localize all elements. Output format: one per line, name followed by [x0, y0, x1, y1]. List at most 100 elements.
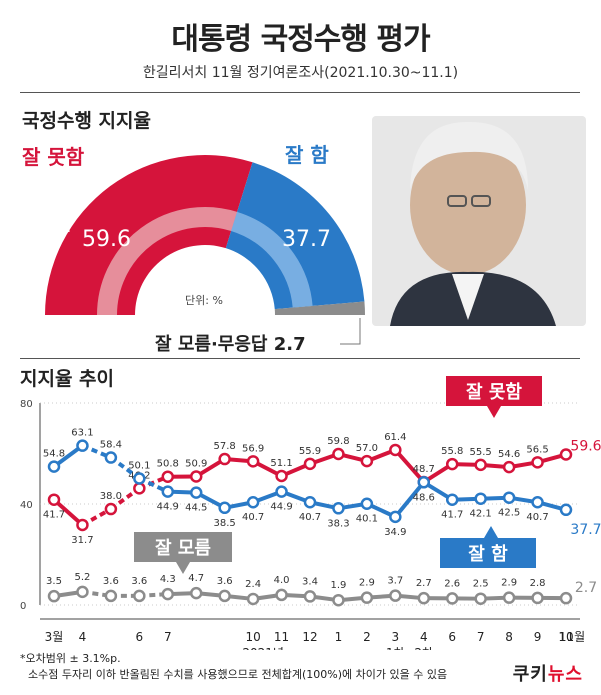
- series-approve-point: [303, 495, 317, 509]
- series-approve-point: [332, 502, 345, 515]
- divider: [20, 358, 580, 359]
- y-tick-label: 40: [20, 500, 33, 511]
- x-sub-label: 2021년: [242, 646, 284, 650]
- series-disapprove-value-label: 55.8: [441, 446, 463, 457]
- series-disapprove-value-label: 57.0: [356, 443, 378, 454]
- series-unknown-point: [360, 591, 374, 604]
- series-unknown-value-label: 2.5: [473, 579, 489, 590]
- series-unknown-value-label: 3.6: [103, 576, 119, 587]
- disapprove-label: 잘 못함: [22, 145, 85, 169]
- trend-line-chart: 040803월467101112123467891011월2021년1차2차41…: [20, 376, 601, 650]
- series-approve-point: [218, 501, 231, 515]
- series-approve-point: [275, 485, 288, 498]
- x-tick-label: 4: [420, 630, 428, 644]
- series-unknown-point: [303, 590, 317, 603]
- series-disapprove-point: [559, 448, 573, 461]
- series-unknown-point: [502, 591, 516, 604]
- series-approve-point: [161, 485, 175, 498]
- series-approve-value-label: 44.9: [270, 502, 292, 513]
- series-unknown-value-label: 3.6: [217, 576, 233, 587]
- series-disapprove-point: [218, 452, 231, 466]
- series-unknown-value-label: 2.7: [416, 578, 432, 589]
- series-disapprove-value-label: 55.5: [470, 447, 492, 458]
- series-approve-value-label: 34.9: [384, 527, 406, 538]
- y-tick-label: 0: [20, 601, 26, 612]
- series-unknown-value-label: 2.7: [575, 580, 597, 596]
- series-unknown-point: [133, 589, 146, 603]
- series-disapprove-value-label: 54.6: [498, 449, 520, 460]
- footnote-margin-of-error: *오차범위 ± 3.1%p.: [20, 652, 121, 665]
- series-unknown-point: [47, 589, 61, 603]
- series-approve-value-label: 58.4: [100, 440, 122, 451]
- series-approve-value-label: 41.7: [441, 510, 463, 521]
- series-disapprove-point: [531, 456, 544, 469]
- disapprove-value: 59.6: [82, 227, 131, 252]
- x-tick-label: 1: [335, 630, 343, 644]
- series-unknown-point: [76, 585, 89, 599]
- series-unknown-point: [218, 589, 231, 603]
- series-disapprove-point: [76, 518, 89, 532]
- x-tick-label: 11: [274, 630, 289, 644]
- x-tick-label: 10: [558, 630, 573, 644]
- gauge-inner-band: [97, 207, 238, 316]
- series-disapprove-value-label: 48.7: [413, 464, 435, 475]
- series-unknown-point: [275, 588, 288, 602]
- svg-text:잘 함: 잘 함: [468, 543, 508, 565]
- brand-logo: 쿠키뉴스: [512, 664, 583, 685]
- series-approve-point: [559, 503, 573, 517]
- series-disapprove-point: [246, 455, 260, 468]
- footnote-rounding: 소수점 두자리 이하 반올림된 수치를 사용했으므로 전체합계(100%)에 차…: [28, 668, 448, 681]
- series-disapprove-value-label: 50.8: [157, 459, 179, 470]
- series-unknown-value-label: 3.6: [131, 576, 147, 587]
- gauge-slice-approve: [225, 162, 365, 310]
- series-approve-point: [133, 472, 146, 485]
- x-tick-label: 12: [302, 630, 317, 644]
- gauge-slice-unknown: [274, 301, 365, 315]
- gauge-inner-band: [230, 211, 313, 308]
- x-tick-label: 3월: [45, 630, 64, 644]
- series-approve-point: [531, 495, 544, 509]
- series-disapprove-value-label: 50.9: [185, 458, 207, 469]
- series-disapprove-value-label: 41.7: [43, 510, 65, 521]
- series-disapprove-segment: [393, 448, 426, 484]
- series-disapprove-point: [161, 470, 175, 483]
- series-disapprove-point: [474, 458, 487, 472]
- series-disapprove-point: [47, 493, 61, 506]
- series-approve-value-label: 42.5: [498, 508, 520, 519]
- series-unknown-value-label: 3.5: [46, 576, 62, 587]
- series-unknown-point: [246, 592, 260, 606]
- series-disapprove-value-label: 55.9: [299, 446, 321, 457]
- unknown-label: 잘 모름·무응답 2.7: [155, 334, 306, 355]
- series-approve-point: [47, 460, 61, 473]
- x-tick-label: 6: [136, 630, 144, 644]
- series-approve-point: [502, 491, 516, 504]
- series-approve-point: [189, 486, 203, 499]
- series-approve-value-label: 42.1: [470, 509, 492, 520]
- x-sub-label: 2차: [414, 646, 433, 650]
- series-unknown-point: [161, 587, 175, 601]
- approval-gauge-chart: 잘 못함 잘 함 59.6 37.7 단위: % 잘 모름·무응답 2.7: [22, 116, 586, 355]
- series-approve-value-label: 44.5: [185, 503, 207, 514]
- unit-label: 단위: %: [185, 294, 223, 307]
- x-tick-label: 11월: [559, 630, 585, 644]
- series-unknown-value-label: 3.7: [387, 576, 403, 587]
- series-unknown-value-label: 1.9: [330, 580, 346, 591]
- svg-text:잘 모름: 잘 모름: [155, 538, 211, 559]
- section-title-approval: 국정수행 지지율: [22, 110, 151, 132]
- series-disapprove-point: [445, 457, 459, 471]
- series-disapprove-point: [189, 470, 203, 483]
- divider: [20, 92, 580, 93]
- series-approve-value-label: 40.7: [299, 512, 321, 523]
- series-disapprove-value-label: 51.1: [270, 458, 292, 469]
- series-approve-value-label: 40.1: [356, 514, 378, 525]
- x-tick-label: 10: [245, 630, 260, 644]
- series-unknown-point: [417, 591, 431, 605]
- series-disapprove-point: [360, 454, 374, 468]
- series-approve-point: [360, 497, 374, 510]
- series-unknown-point: [531, 591, 544, 605]
- page-subtitle: 한길리서치 11월 정기여론조사(2021.10.30~11.1): [142, 65, 459, 81]
- series-approve-segment: [393, 481, 426, 519]
- series-approve-value-label: 63.1: [71, 428, 93, 439]
- series-unknown-point: [474, 592, 487, 605]
- x-tick-label: 6: [448, 630, 456, 644]
